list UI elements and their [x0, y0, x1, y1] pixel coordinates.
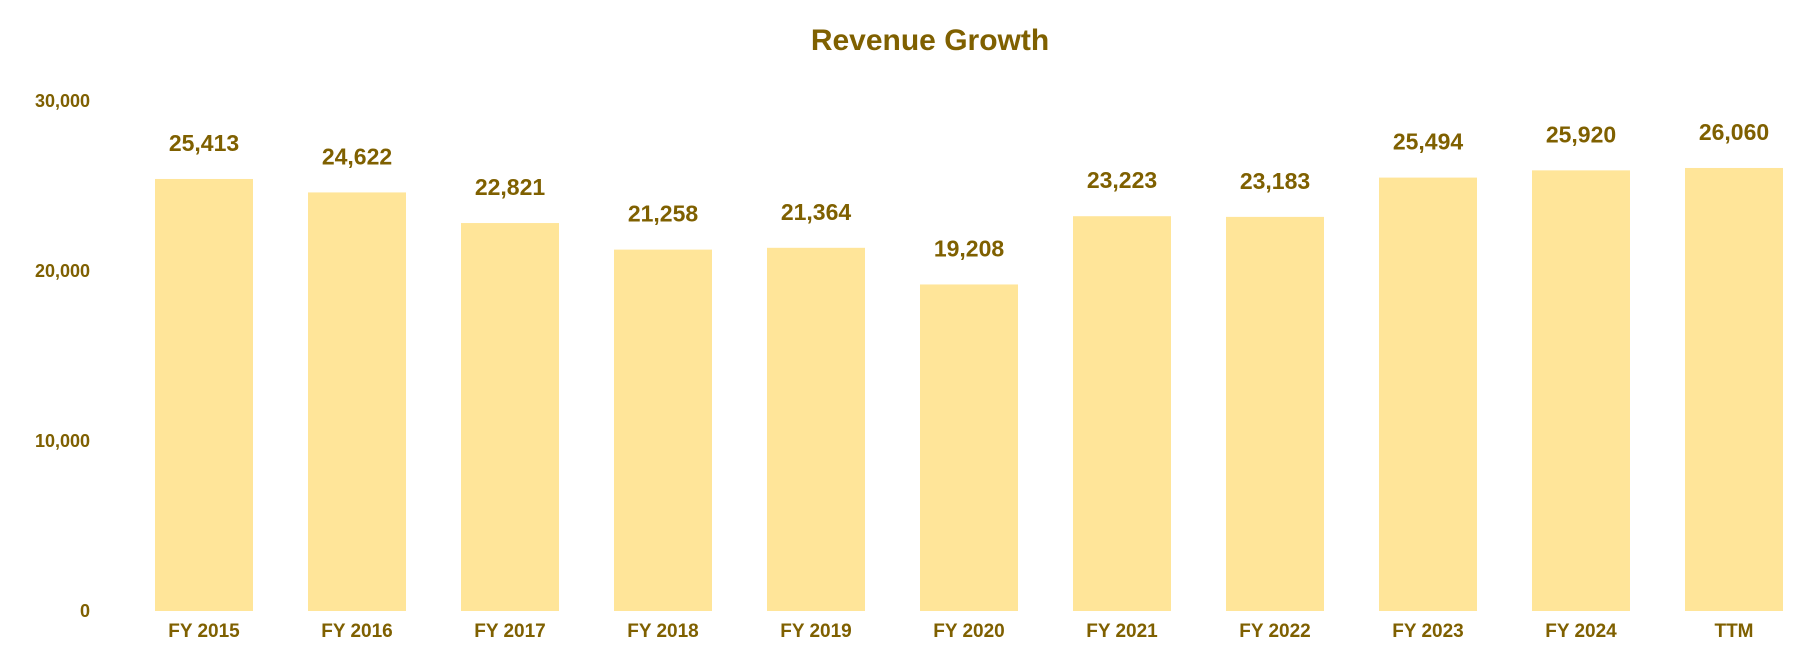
y-tick-label: 10,000: [35, 431, 90, 451]
bar-value-label: 23,223: [1087, 167, 1157, 193]
bar: [308, 192, 406, 611]
bar: [1379, 177, 1477, 612]
x-tick-label: TTM: [1714, 621, 1753, 642]
bar-value-label: 24,622: [322, 143, 392, 169]
y-tick-label: 20,000: [35, 261, 90, 281]
y-axis: 0 10,000 20,000 30,000: [35, 91, 90, 621]
bar: [155, 178, 253, 611]
bar: [920, 284, 1018, 611]
y-tick-label: 0: [80, 601, 90, 621]
bar: [461, 223, 559, 611]
x-tick-label: FY 2020: [933, 621, 1004, 642]
x-tick-label: FY 2021: [1086, 621, 1158, 642]
bar: [1685, 167, 1783, 612]
bar-value-label: 25,494: [1393, 129, 1464, 155]
x-tick-label: FY 2019: [780, 621, 851, 642]
bar: [767, 247, 865, 611]
x-tick-label: FY 2015: [168, 621, 240, 642]
bar-value-label: 21,258: [628, 201, 699, 227]
bar: [1532, 170, 1630, 612]
x-tick-label: FY 2018: [627, 621, 698, 642]
data-labels: 25,413 24,622 22,821 21,258 21,364 19,208 23,2…: [169, 119, 1769, 261]
bar-value-label: 19,208: [934, 235, 1005, 261]
bar-value-label: 21,364: [781, 199, 852, 225]
x-tick-label: FY 2023: [1392, 621, 1463, 642]
bar-value-label: 26,060: [1699, 119, 1769, 145]
chart-title: Revenue Growth: [811, 24, 1049, 57]
bar-series: [155, 167, 1783, 612]
bar: [1226, 216, 1324, 612]
bar-value-label: 23,183: [1240, 168, 1310, 194]
y-tick-label: 30,000: [35, 91, 90, 111]
x-tick-label: FY 2017: [474, 621, 545, 642]
bar-value-label: 25,920: [1546, 121, 1616, 147]
bar-value-label: 25,413: [169, 130, 239, 156]
x-tick-label: FY 2016: [321, 621, 392, 642]
x-tick-label: FY 2024: [1545, 621, 1617, 642]
x-axis: FY 2015 FY 2016 FY 2017 FY 2018 FY 2019 FY 20…: [168, 621, 1753, 642]
bar: [1073, 216, 1171, 612]
bar-value-label: 22,821: [475, 174, 546, 200]
x-tick-label: FY 2022: [1239, 621, 1310, 642]
bar: [614, 249, 712, 611]
